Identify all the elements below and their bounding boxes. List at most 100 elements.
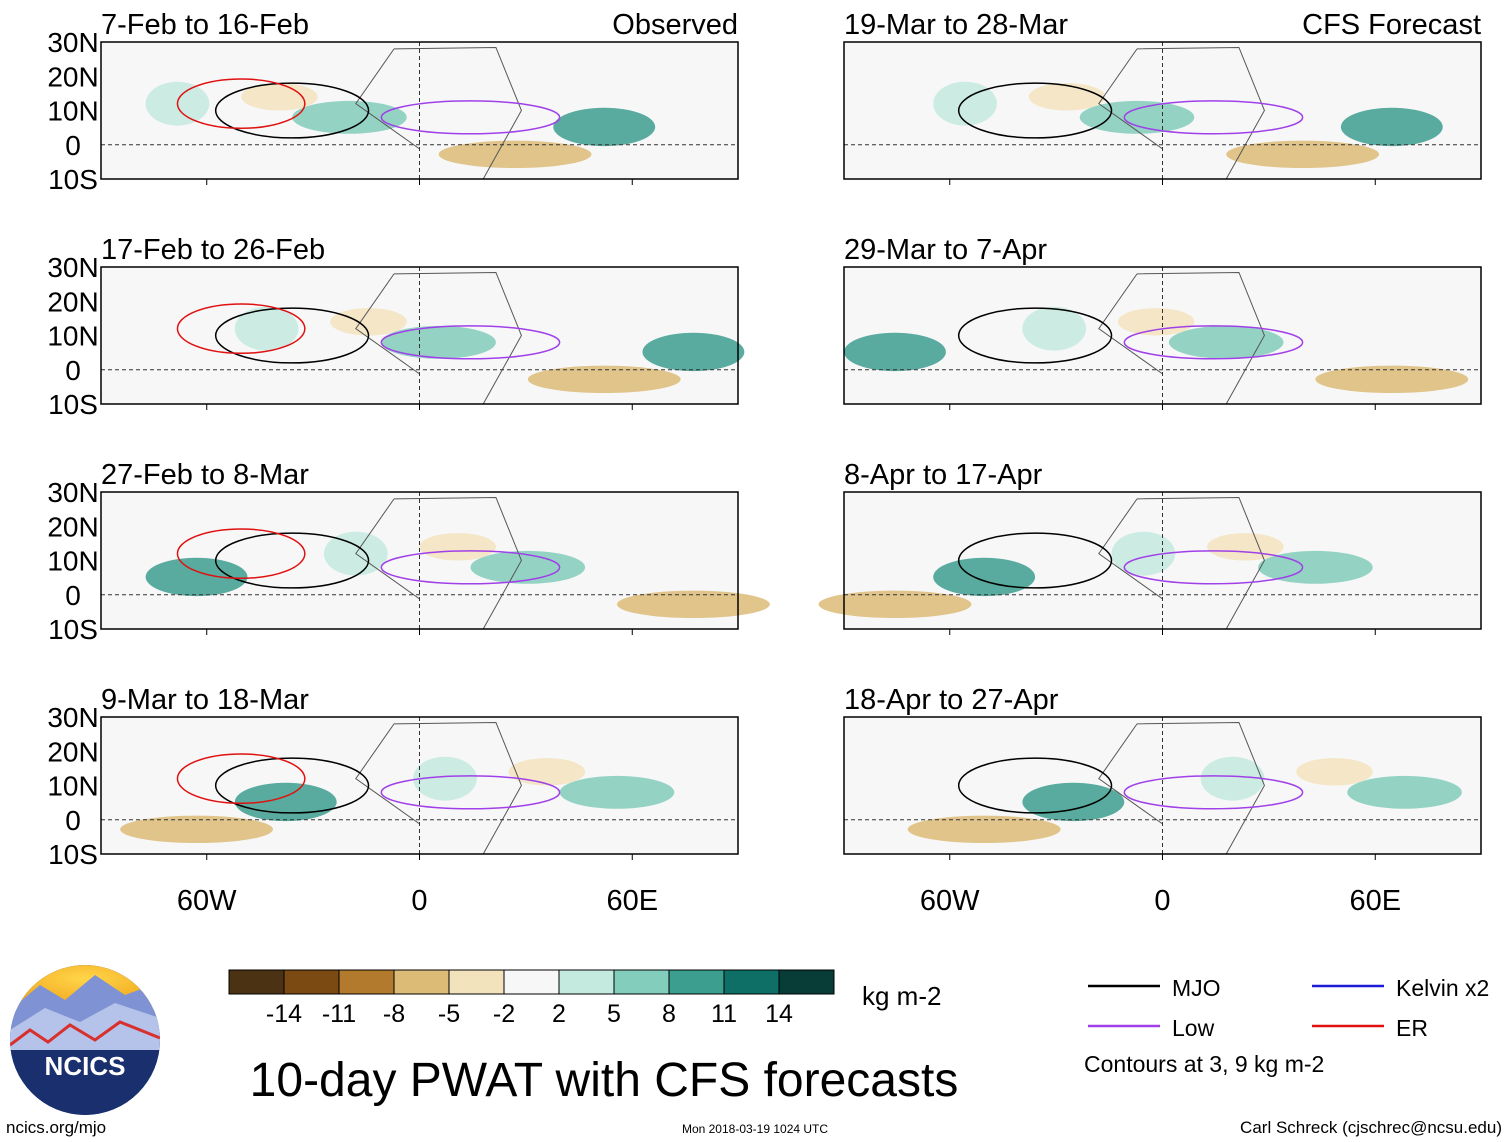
pwat-anomaly-shading bbox=[907, 815, 1061, 844]
colorbar: -14 -11 -8 -5 -2 2 5 8 11 14 bbox=[228, 969, 835, 1028]
mjo-contour bbox=[214, 532, 370, 589]
pwat-anomaly-shading bbox=[234, 306, 299, 351]
pwat-anomaly-shading bbox=[413, 756, 477, 801]
footer-timestamp: Mon 2018-03-19 1024 UTC bbox=[682, 1122, 828, 1136]
map-panels: 7-Feb to 16-Feb Observed 19-Mar to 28-Mar C… bbox=[100, 9, 1482, 860]
footer-website[interactable]: ncics.org/mjo bbox=[6, 1118, 106, 1137]
panel-date-label: 18-Apr to 27-Apr bbox=[844, 684, 1059, 716]
low-contour bbox=[1123, 100, 1304, 135]
mjo-contour bbox=[214, 307, 370, 364]
lat-label: 20N bbox=[47, 286, 98, 317]
map-panel: 29-Mar to 7-Apr bbox=[843, 234, 1482, 410]
contour-note: Contours at 3, 9 kg m-2 bbox=[1084, 1051, 1324, 1077]
lat-label: 10N bbox=[47, 771, 98, 802]
colorbar-swatch bbox=[283, 969, 340, 995]
mjo-contour bbox=[957, 532, 1113, 589]
pwat-anomaly-shading bbox=[1200, 756, 1265, 801]
pwat-anomaly-shading bbox=[120, 815, 273, 844]
pwat-anomaly-shading bbox=[1022, 306, 1087, 351]
mjo-contour bbox=[957, 757, 1113, 814]
pwat-anomaly-shading bbox=[419, 533, 496, 561]
lat-label: 10S bbox=[48, 389, 98, 420]
map-panel: 7-Feb to 16-Feb Observed bbox=[100, 9, 739, 185]
panel-date-label: 8-Apr to 17-Apr bbox=[844, 459, 1043, 491]
panel-date-label: 27-Feb to 8-Mar bbox=[101, 459, 309, 491]
lat-label: 20N bbox=[47, 511, 98, 542]
low-contour bbox=[380, 325, 561, 360]
pwat-anomaly-shading bbox=[330, 308, 407, 336]
lat-label: 20N bbox=[47, 736, 98, 767]
map-panel: 19-Mar to 28-Mar CFS Forecast bbox=[843, 9, 1482, 185]
colorbar-swatch bbox=[393, 969, 450, 995]
contour-legend: MJO Kelvin x2 Low ER bbox=[1088, 975, 1489, 1041]
colorbar-swatch bbox=[778, 969, 835, 995]
pwat-anomaly-shading bbox=[933, 81, 997, 126]
panel-date-label: 17-Feb to 26-Feb bbox=[101, 234, 325, 266]
er-contour bbox=[176, 303, 306, 355]
pwat-anomaly-shading bbox=[818, 590, 972, 619]
pwat-anomaly-shading bbox=[1168, 325, 1284, 359]
pwat-anomaly-shading bbox=[1296, 758, 1373, 786]
pwat-anomaly-shading bbox=[1315, 365, 1469, 394]
units-label: kg m-2 bbox=[862, 981, 941, 1011]
pwat-anomaly-shading bbox=[553, 107, 656, 147]
lat-label: 30N bbox=[47, 27, 98, 58]
lon-label: 0 bbox=[1154, 885, 1170, 917]
lat-label: 30N bbox=[47, 477, 98, 508]
colorbar-tick-label: 14 bbox=[765, 1000, 793, 1028]
colorbar-swatch bbox=[613, 969, 670, 995]
lon-label: 0 bbox=[411, 885, 427, 917]
colorbar-swatch bbox=[723, 969, 780, 995]
lon-label: 60E bbox=[1349, 885, 1401, 917]
lat-label: 10N bbox=[47, 546, 98, 577]
colorbar-tick-label: 8 bbox=[662, 1000, 676, 1028]
mjo-contour bbox=[214, 757, 370, 814]
map-panel: 17-Feb to 26-Feb bbox=[100, 234, 745, 410]
colorbar-tick-label: -14 bbox=[266, 1000, 302, 1028]
colorbar-tick-label: -5 bbox=[438, 1000, 460, 1028]
pwat-anomaly-shading bbox=[844, 332, 946, 372]
pwat-anomaly-shading bbox=[616, 590, 770, 619]
pwat-anomaly-shading bbox=[381, 325, 496, 359]
lat-label: 30N bbox=[47, 702, 98, 733]
figure-title: 10-day PWAT with CFS forecasts bbox=[250, 1054, 959, 1107]
colorbar-swatch bbox=[503, 969, 560, 995]
panel-date-label: 7-Feb to 16-Feb bbox=[101, 9, 309, 41]
pwat-anomaly-shading bbox=[1022, 782, 1125, 822]
pwat-anomaly-shading bbox=[1111, 531, 1176, 576]
pwat-anomaly-shading bbox=[1207, 533, 1284, 561]
logo-text: NCICS bbox=[45, 1051, 126, 1081]
colorbar-tick-label: 11 bbox=[711, 1000, 737, 1028]
pwat-anomaly-shading bbox=[1340, 107, 1443, 147]
colorbar-swatch bbox=[668, 969, 725, 995]
panel-date-label: 9-Mar to 18-Mar bbox=[101, 684, 309, 716]
low-contour bbox=[1123, 775, 1304, 810]
pwat-anomaly-shading bbox=[234, 782, 337, 822]
lat-label: 10S bbox=[48, 839, 98, 870]
colorbar-swatch bbox=[228, 969, 285, 995]
mjo-contour bbox=[957, 82, 1113, 139]
colorbar-tick-label: 5 bbox=[607, 1000, 621, 1028]
legend-label: Kelvin x2 bbox=[1396, 975, 1489, 1001]
low-contour bbox=[1123, 325, 1304, 360]
panel-date-label: 29-Mar to 7-Apr bbox=[844, 234, 1047, 266]
lat-label: 10S bbox=[48, 164, 98, 195]
pwat-anomaly-shading bbox=[508, 758, 586, 786]
pwat-anomaly-shading bbox=[1226, 140, 1380, 169]
low-contour bbox=[380, 775, 561, 810]
mjo-contour bbox=[957, 307, 1113, 364]
er-contour bbox=[176, 753, 306, 805]
pwat-anomaly-shading bbox=[1258, 550, 1373, 584]
pwat-anomaly-shading bbox=[292, 100, 407, 134]
footer-credit: Carl Schreck (cjschrec@ncsu.edu) bbox=[1240, 1118, 1502, 1137]
pwat-anomaly-shading bbox=[145, 557, 248, 597]
low-contour bbox=[380, 550, 561, 585]
pwat-anomaly-shading bbox=[642, 332, 745, 372]
lat-label: 0 bbox=[65, 130, 81, 161]
panel-tag-label: CFS Forecast bbox=[1302, 9, 1481, 41]
lat-label: 20N bbox=[47, 61, 98, 92]
colorbar-tick-label: -2 bbox=[493, 1000, 515, 1028]
lon-label: 60W bbox=[920, 885, 980, 917]
legend-label: MJO bbox=[1172, 975, 1221, 1001]
